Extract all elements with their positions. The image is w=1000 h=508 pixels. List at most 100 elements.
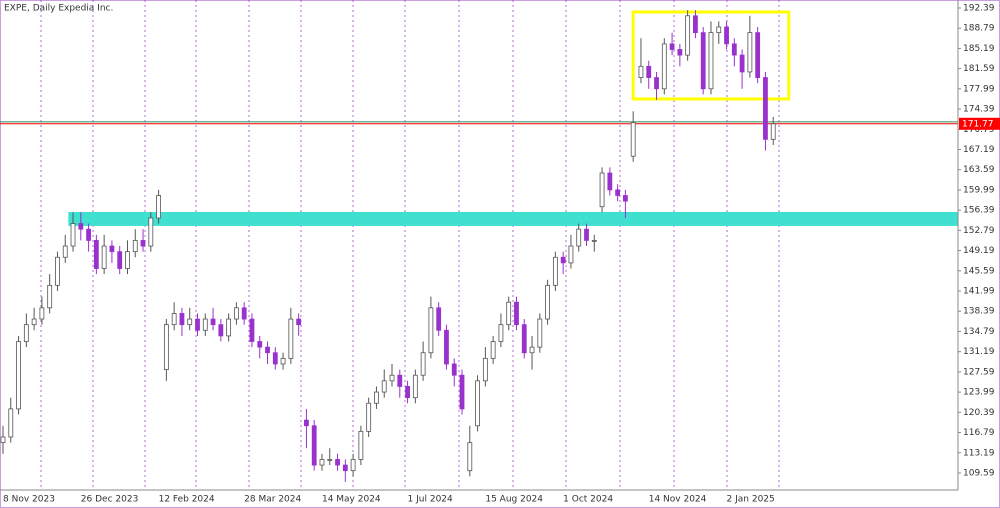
candle-body bbox=[140, 240, 146, 247]
candle-body bbox=[739, 54, 745, 73]
x-tick-label: 15 Aug 2024 bbox=[485, 495, 543, 505]
candle-body bbox=[498, 324, 504, 342]
candle-body bbox=[630, 122, 636, 157]
candle-body bbox=[731, 43, 737, 56]
candle-body bbox=[202, 318, 208, 331]
x-tick-label: 1 Jul 2024 bbox=[408, 495, 453, 505]
candle-body bbox=[428, 307, 434, 354]
y-tick-label: 123.99 bbox=[963, 388, 995, 398]
candle-body bbox=[669, 43, 675, 50]
y-tick-label: 149.19 bbox=[963, 246, 995, 256]
y-tick-label: 113.19 bbox=[963, 448, 995, 458]
candle-body bbox=[545, 284, 550, 320]
last-price-box bbox=[959, 117, 1000, 130]
candle-body bbox=[47, 284, 53, 309]
candle-body bbox=[132, 240, 138, 253]
candle-body bbox=[490, 341, 496, 359]
candle-body bbox=[272, 352, 278, 365]
candle-body bbox=[591, 240, 597, 242]
candle-body bbox=[226, 318, 232, 337]
y-tick-label: 170.79 bbox=[963, 125, 995, 135]
candle-body bbox=[358, 430, 364, 460]
candle-body bbox=[101, 245, 107, 269]
candle-body bbox=[747, 32, 753, 73]
candle-body bbox=[148, 217, 154, 247]
candle-body bbox=[304, 419, 309, 427]
candle-body bbox=[708, 32, 714, 90]
candle-body bbox=[615, 189, 621, 196]
candle-body bbox=[584, 228, 589, 241]
candle-body bbox=[265, 346, 270, 354]
candle-body bbox=[412, 374, 418, 399]
candle-body bbox=[560, 256, 566, 264]
candle-body bbox=[241, 307, 247, 320]
candle-body bbox=[86, 228, 91, 241]
candle-body bbox=[233, 307, 239, 320]
candle-body bbox=[296, 318, 302, 326]
candle-body bbox=[506, 301, 512, 326]
candle-body bbox=[514, 301, 519, 326]
y-tick-label: 185.19 bbox=[963, 44, 995, 54]
candle-body bbox=[405, 386, 410, 399]
candle-body bbox=[23, 324, 29, 342]
candle-body bbox=[389, 374, 395, 382]
candle-body bbox=[109, 245, 115, 253]
candle-body bbox=[366, 402, 372, 432]
candle-body bbox=[700, 32, 706, 90]
candle-body bbox=[171, 313, 177, 326]
candle-body bbox=[444, 329, 449, 365]
candle-body bbox=[482, 357, 488, 382]
candle-body bbox=[195, 318, 200, 331]
y-tick-label: 159.99 bbox=[963, 185, 995, 195]
candle-body bbox=[156, 195, 162, 219]
zone bbox=[631, 10, 791, 101]
candle-body bbox=[319, 459, 325, 466]
candle-body bbox=[646, 65, 652, 78]
y-tick-label: 163.59 bbox=[963, 165, 995, 175]
y-tick-label: 192.39 bbox=[963, 3, 995, 13]
y-tick-label: 127.59 bbox=[963, 367, 995, 377]
candle-body bbox=[62, 245, 68, 258]
candle-body bbox=[210, 318, 216, 326]
candle-body bbox=[117, 251, 123, 269]
last-price-label: 171.77 bbox=[962, 119, 994, 129]
candle-body bbox=[654, 77, 659, 90]
candle-body bbox=[125, 251, 130, 269]
candle-body bbox=[552, 256, 558, 286]
x-tick-label: 12 Feb 2024 bbox=[159, 495, 215, 505]
x-tick-label: 1 Oct 2024 bbox=[563, 495, 613, 505]
candle-body bbox=[607, 172, 613, 191]
y-tick-label: 188.79 bbox=[963, 24, 995, 34]
candle-body bbox=[350, 459, 356, 472]
candle-body bbox=[327, 459, 333, 461]
y-tick-label: 138.39 bbox=[963, 307, 995, 317]
candle-body bbox=[537, 318, 543, 348]
candle-body bbox=[599, 172, 605, 208]
candle-body bbox=[623, 195, 628, 202]
y-tick-label: 152.79 bbox=[963, 226, 995, 236]
candle-body bbox=[163, 324, 169, 370]
candle-body bbox=[249, 318, 255, 342]
candle-body bbox=[763, 77, 768, 140]
candle-body bbox=[467, 442, 473, 472]
candle-body bbox=[451, 363, 457, 376]
candle-body bbox=[568, 245, 574, 264]
candle-body bbox=[0, 436, 6, 444]
candle-body bbox=[685, 15, 691, 56]
y-tick-label: 167.19 bbox=[963, 145, 995, 155]
y-tick-label: 116.79 bbox=[963, 428, 995, 438]
plot bbox=[0, 10, 959, 482]
y-tick-label: 131.19 bbox=[963, 347, 995, 357]
y-tick-label: 181.59 bbox=[963, 64, 995, 74]
candle-body bbox=[280, 357, 286, 365]
x-tick-label: 26 Dec 2023 bbox=[81, 495, 139, 505]
zone bbox=[68, 211, 959, 226]
candle-body bbox=[335, 459, 340, 466]
candle-body bbox=[755, 32, 761, 78]
candle-body bbox=[78, 223, 84, 230]
candle-body bbox=[661, 43, 667, 90]
candle-body bbox=[218, 324, 224, 337]
candle-body bbox=[342, 464, 348, 472]
